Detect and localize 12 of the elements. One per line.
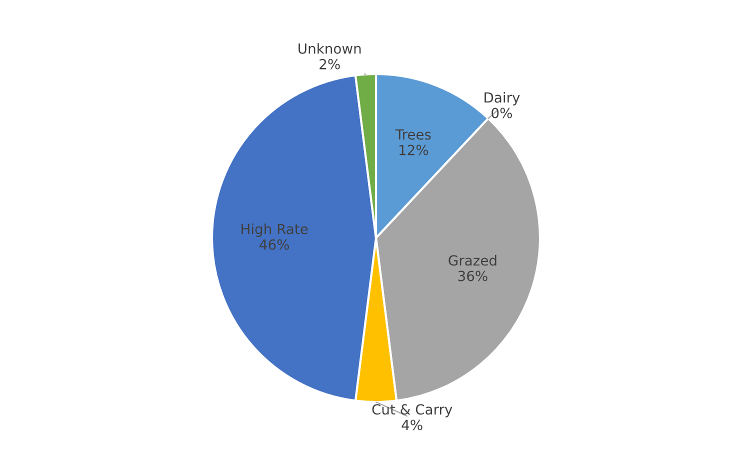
category-label: Dairy xyxy=(484,92,520,106)
text: 0% xyxy=(492,108,512,118)
slice-label: Trees xyxy=(395,129,431,140)
data-label: 46% xyxy=(260,239,289,250)
data-label: 36% xyxy=(458,270,488,282)
slice-label: Grazed xyxy=(448,254,496,266)
slice-label: Cut & Carry xyxy=(372,404,452,418)
data-label: 12% xyxy=(400,144,428,156)
data-label: 4% xyxy=(402,420,422,430)
slice-label: High Rate xyxy=(242,224,308,237)
data-label: 2% xyxy=(320,58,340,70)
slice-label: Unknown xyxy=(298,43,361,54)
